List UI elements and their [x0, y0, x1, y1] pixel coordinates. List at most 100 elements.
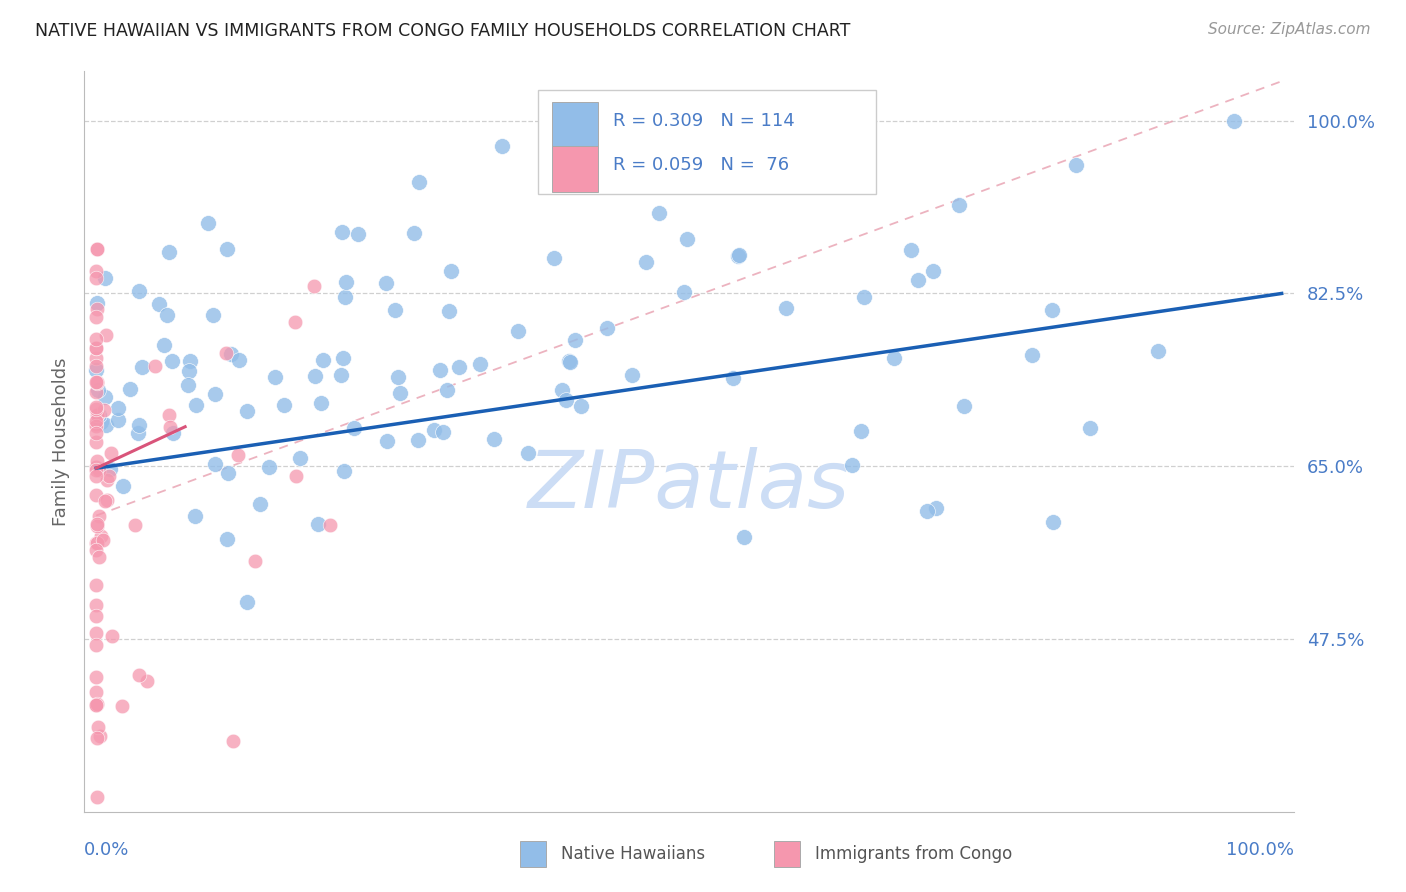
- Point: [159, 420, 181, 434]
- Point: [87, 462, 110, 476]
- FancyBboxPatch shape: [538, 90, 876, 194]
- Point: [128, 417, 150, 432]
- Point: [84, 626, 107, 640]
- Point: [948, 198, 970, 212]
- Point: [94, 494, 117, 508]
- Point: [86, 302, 108, 317]
- Point: [304, 369, 326, 384]
- Point: [335, 276, 357, 290]
- Point: [86, 375, 108, 389]
- Point: [84, 332, 107, 346]
- Point: [152, 338, 174, 352]
- Point: [883, 351, 905, 365]
- Point: [852, 290, 875, 304]
- Point: [84, 310, 107, 325]
- Point: [84, 670, 107, 684]
- Point: [675, 232, 697, 246]
- Point: [377, 434, 399, 449]
- Point: [87, 720, 110, 734]
- Point: [953, 400, 976, 414]
- Point: [436, 383, 458, 397]
- Point: [84, 418, 107, 433]
- Point: [517, 446, 540, 460]
- Point: [284, 314, 307, 328]
- Point: [90, 529, 112, 543]
- Point: [100, 462, 122, 476]
- Point: [673, 285, 696, 299]
- Point: [162, 425, 184, 440]
- Point: [404, 227, 426, 241]
- Point: [569, 399, 592, 413]
- Point: [107, 412, 129, 426]
- Point: [1078, 421, 1101, 435]
- Point: [217, 532, 239, 546]
- Point: [84, 535, 107, 549]
- Point: [197, 216, 219, 230]
- Point: [1042, 515, 1064, 529]
- Point: [249, 497, 271, 511]
- Text: NATIVE HAWAIIAN VS IMMIGRANTS FROM CONGO FAMILY HOUSEHOLDS CORRELATION CHART: NATIVE HAWAIIAN VS IMMIGRANTS FROM CONGO…: [35, 22, 851, 40]
- Point: [112, 479, 135, 493]
- Point: [775, 301, 797, 315]
- Point: [647, 206, 669, 220]
- Point: [333, 464, 356, 478]
- Point: [273, 398, 295, 412]
- Point: [439, 304, 461, 318]
- Point: [388, 385, 411, 400]
- Point: [470, 357, 492, 371]
- Point: [107, 401, 129, 415]
- Point: [342, 420, 364, 434]
- Point: [86, 359, 108, 374]
- Point: [555, 392, 578, 407]
- Point: [319, 517, 342, 532]
- Point: [330, 225, 353, 239]
- Point: [157, 245, 180, 260]
- Point: [184, 508, 207, 523]
- Point: [86, 731, 108, 745]
- Point: [184, 398, 207, 412]
- Point: [86, 516, 108, 531]
- Point: [127, 426, 149, 441]
- Point: [564, 333, 586, 347]
- Point: [285, 469, 308, 483]
- Point: [89, 729, 111, 743]
- FancyBboxPatch shape: [773, 841, 800, 867]
- Point: [86, 376, 108, 391]
- Point: [86, 488, 108, 502]
- Point: [86, 536, 108, 550]
- Point: [557, 353, 579, 368]
- Point: [596, 320, 619, 334]
- FancyBboxPatch shape: [520, 841, 547, 867]
- Text: R = 0.309   N = 114: R = 0.309 N = 114: [613, 112, 794, 130]
- Point: [333, 290, 356, 304]
- Point: [84, 609, 107, 624]
- Point: [257, 460, 280, 475]
- Point: [84, 425, 107, 440]
- Text: Source: ZipAtlas.com: Source: ZipAtlas.com: [1208, 22, 1371, 37]
- Point: [86, 363, 108, 377]
- Point: [90, 416, 112, 430]
- Point: [148, 297, 170, 311]
- Point: [900, 244, 922, 258]
- Point: [925, 501, 948, 516]
- Point: [86, 264, 108, 278]
- Point: [124, 518, 146, 533]
- Point: [86, 242, 108, 256]
- Point: [84, 402, 107, 417]
- Point: [111, 698, 134, 713]
- Point: [84, 375, 107, 389]
- Point: [236, 404, 259, 418]
- Text: Immigrants from Congo: Immigrants from Congo: [814, 846, 1012, 863]
- Point: [215, 346, 238, 360]
- Point: [851, 109, 873, 123]
- Point: [543, 251, 565, 265]
- Point: [429, 363, 451, 377]
- Point: [1147, 343, 1170, 358]
- Point: [728, 248, 751, 262]
- Point: [94, 391, 117, 405]
- Point: [135, 673, 157, 688]
- Point: [156, 308, 179, 322]
- FancyBboxPatch shape: [553, 146, 599, 192]
- Point: [86, 414, 108, 428]
- Point: [201, 308, 224, 322]
